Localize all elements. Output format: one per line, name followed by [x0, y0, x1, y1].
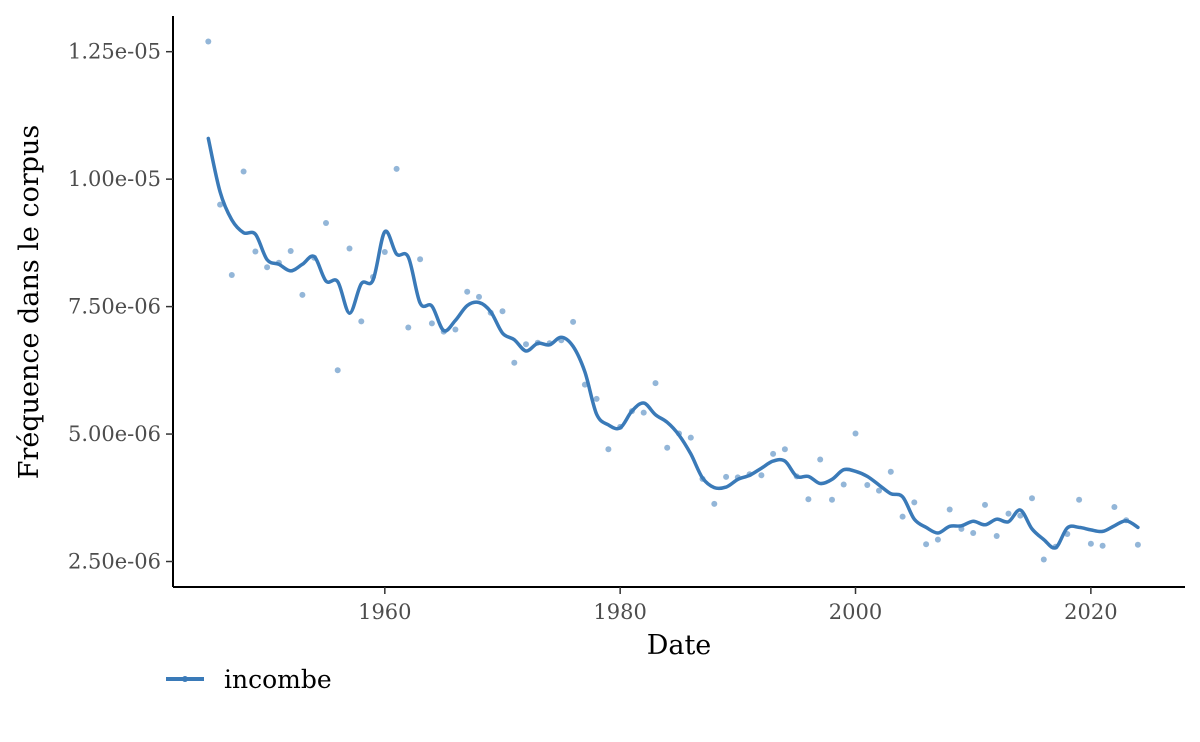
data-point: [781, 446, 788, 453]
data-point: [452, 326, 459, 333]
data-point: [252, 248, 259, 255]
legend-point-swatch: [182, 676, 188, 682]
y-tick-label: 5.00e-06: [68, 422, 161, 446]
smooth-trend-line: [206, 136, 1140, 550]
data-point: [1099, 542, 1106, 549]
data-point: [205, 38, 212, 45]
legend: incombe: [166, 665, 332, 694]
x-tick-label: 1980: [593, 600, 646, 624]
data-point: [1134, 541, 1141, 548]
x-axis-ticks: 1960 1980 2000 2020: [358, 587, 1118, 624]
data-point: [993, 533, 1000, 539]
data-point: [1076, 496, 1083, 503]
data-point: [570, 318, 577, 325]
data-point: [217, 201, 224, 208]
data-point: [1029, 495, 1035, 502]
data-point: [299, 291, 306, 298]
data-point: [711, 500, 718, 507]
data-point: [334, 367, 341, 374]
data-point: [640, 409, 647, 416]
y-tick-label: 2.50e-06: [68, 550, 161, 574]
data-point: [770, 450, 777, 457]
data-point: [417, 256, 424, 263]
data-point: [1040, 556, 1047, 563]
y-tick-label: 7.50e-06: [68, 295, 161, 319]
x-tick-label: 2020: [1064, 600, 1117, 624]
smooth-line-layer: [206, 136, 1140, 550]
data-point: [864, 482, 871, 488]
data-point: [934, 536, 941, 543]
x-tick-label: 2000: [829, 600, 882, 624]
data-point: [664, 444, 671, 451]
data-point: [381, 249, 388, 255]
y-tick-label: 1.25e-05: [68, 40, 161, 64]
data-point: [1017, 512, 1024, 519]
data-point: [970, 530, 977, 536]
y-axis-ticks: 2.50e-06 5.00e-06 7.50e-06 1.00e-05 1.25e-05: [68, 40, 173, 574]
data-point: [829, 496, 835, 503]
data-point: [464, 288, 471, 295]
data-point: [323, 220, 329, 226]
data-point: [946, 506, 953, 513]
data-point: [1005, 510, 1012, 517]
data-point: [817, 456, 824, 463]
data-point: [758, 472, 765, 479]
data-point: [511, 359, 518, 366]
legend-label-incombe: incombe: [224, 665, 332, 694]
data-point: [605, 446, 612, 453]
x-tick-label: 1960: [358, 600, 411, 624]
data-point: [723, 473, 730, 480]
data-point: [228, 272, 235, 278]
data-point: [876, 487, 882, 494]
data-point: [264, 264, 271, 271]
data-point: [899, 513, 906, 520]
data-point: [687, 434, 694, 441]
data-point: [652, 380, 659, 387]
data-point: [1087, 540, 1094, 547]
data-point: [911, 499, 918, 506]
x-axis-title: Date: [647, 630, 712, 661]
y-axis-title: Fréquence dans le corpus: [14, 125, 45, 480]
data-point: [887, 468, 894, 475]
y-tick-label: 1.00e-05: [68, 167, 161, 191]
data-point: [405, 324, 412, 331]
data-point: [923, 541, 930, 548]
data-point: [840, 481, 847, 488]
data-point: [805, 496, 812, 503]
data-point: [523, 341, 529, 348]
data-point: [499, 308, 506, 315]
data-point: [346, 245, 353, 252]
data-point: [240, 168, 247, 175]
data-point: [852, 430, 859, 437]
data-point: [982, 501, 988, 508]
data-point: [393, 165, 400, 172]
data-point: [593, 395, 600, 402]
data-point: [476, 293, 482, 300]
data-point: [428, 320, 435, 327]
data-point: [1111, 504, 1118, 510]
data-point: [287, 248, 294, 254]
data-point: [358, 318, 365, 325]
